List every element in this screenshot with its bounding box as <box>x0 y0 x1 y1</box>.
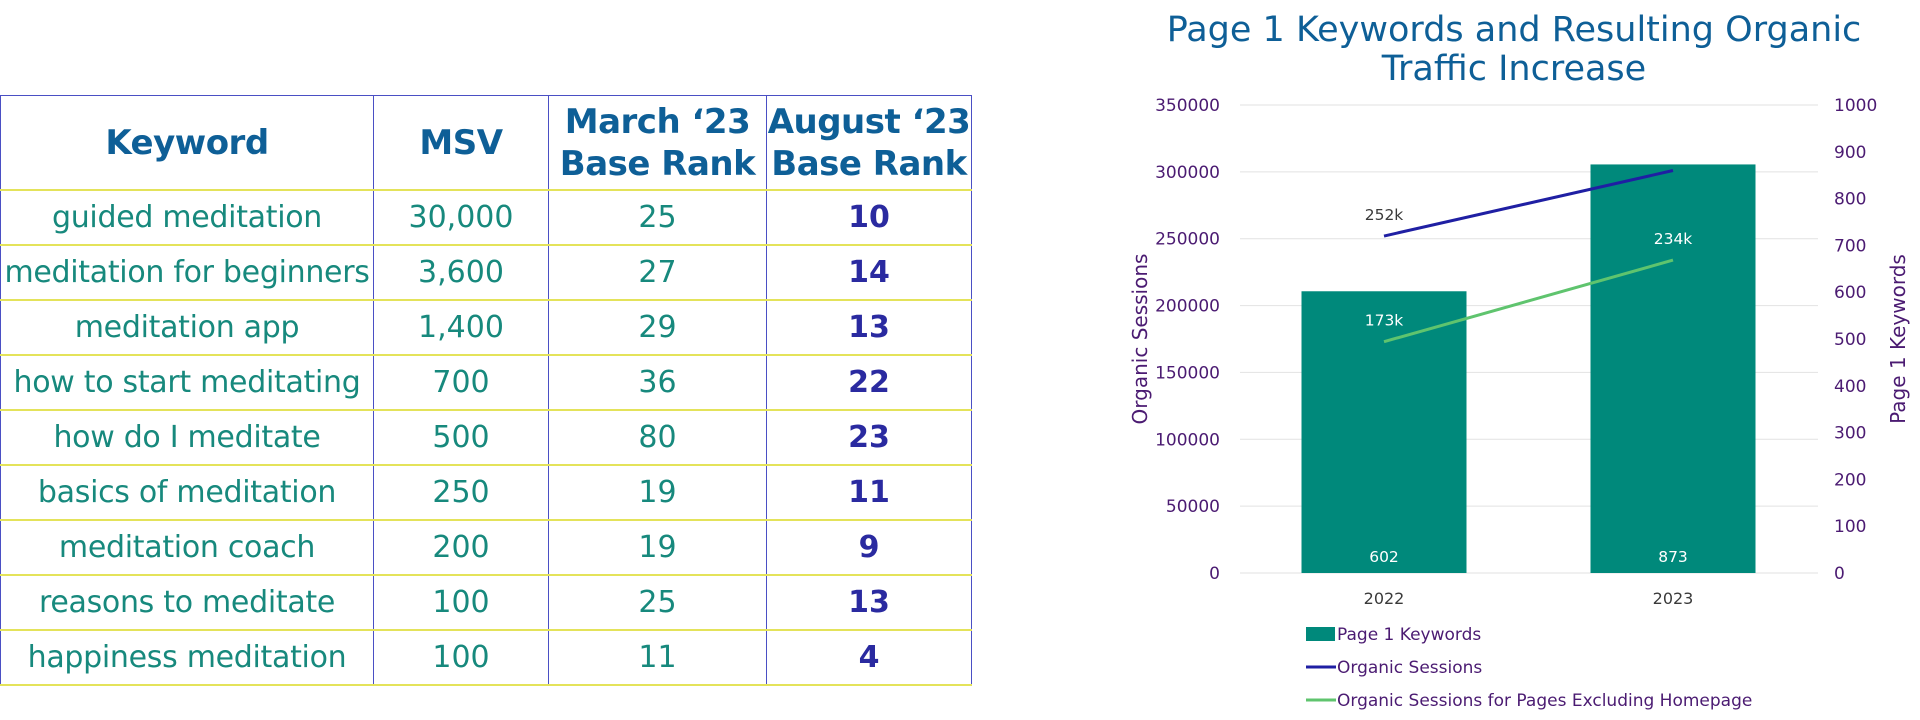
keyword-rank-table: Keyword MSV March ‘23 Base Rank August ‘2… <box>0 95 972 686</box>
right-axis-tick-label: 200 <box>1834 470 1866 490</box>
left-axis-tick-label: 100000 <box>1155 430 1220 450</box>
right-axis-title: Page 1 Keywords <box>1886 254 1910 424</box>
header-august-line2: Base Rank <box>771 143 967 184</box>
bar-page1-keywords <box>1590 164 1756 573</box>
x-axis-category-label: 2022 <box>1364 589 1405 608</box>
left-axis-tick-label: 50000 <box>1166 497 1220 517</box>
right-axis-tick-label: 600 <box>1834 283 1866 303</box>
march-rank-cell: 25 <box>548 190 767 246</box>
legend-swatch-bar <box>1306 627 1335 641</box>
right-axis-tick-label: 100 <box>1834 517 1866 537</box>
header-msv: MSV <box>373 95 549 191</box>
left-axis-tick-label: 300000 <box>1155 163 1220 183</box>
right-axis-tick-label: 300 <box>1834 424 1866 444</box>
msv-cell: 3,600 <box>373 245 549 301</box>
bar-data-label: 873 <box>1658 548 1688 566</box>
header-march-line1: March ‘23 <box>564 101 751 142</box>
keyword-cell: meditation for beginners <box>0 245 374 301</box>
keyword-cell: happiness meditation <box>0 630 374 686</box>
table-row: happiness meditation 100 11 4 <box>0 630 972 686</box>
march-rank-cell: 27 <box>548 245 767 301</box>
table-row: meditation coach 200 19 9 <box>0 520 972 576</box>
august-rank-cell: 14 <box>766 245 972 301</box>
keyword-cell: meditation coach <box>0 520 374 576</box>
august-rank-cell: 23 <box>766 410 972 466</box>
august-rank-cell: 9 <box>766 520 972 576</box>
keyword-cell: meditation app <box>0 300 374 356</box>
line-data-label: 252k <box>1365 206 1404 224</box>
march-rank-cell: 11 <box>548 630 767 686</box>
left-axis-tick-label: 200000 <box>1155 297 1220 317</box>
right-axis-tick-label: 700 <box>1834 236 1866 256</box>
header-august-rank: August ‘23 Base Rank <box>766 95 972 191</box>
legend-label: Page 1 Keywords <box>1337 625 1481 645</box>
bar-page1-keywords <box>1301 291 1467 573</box>
legend-label: Organic Sessions <box>1337 658 1482 678</box>
august-rank-cell: 11 <box>766 465 972 521</box>
right-axis-tick-label: 400 <box>1834 377 1866 397</box>
x-axis-category-label: 2023 <box>1653 589 1694 608</box>
august-rank-cell: 13 <box>766 575 972 631</box>
march-rank-cell: 36 <box>548 355 767 411</box>
msv-cell: 700 <box>373 355 549 411</box>
header-august-line1: August ‘23 <box>767 101 971 142</box>
left-axis-tick-label: 150000 <box>1155 363 1220 383</box>
line-organic-sessions <box>1383 169 1674 238</box>
left-axis-tick-label: 250000 <box>1155 230 1220 250</box>
header-march-line2: Base Rank <box>559 143 756 184</box>
right-axis-tick-label: 900 <box>1834 143 1866 163</box>
august-rank-cell: 10 <box>766 190 972 246</box>
header-keyword: Keyword <box>0 95 374 191</box>
august-rank-cell: 13 <box>766 300 972 356</box>
right-axis-tick-label: 800 <box>1834 190 1866 210</box>
msv-cell: 500 <box>373 410 549 466</box>
august-rank-cell: 4 <box>766 630 972 686</box>
march-rank-cell: 25 <box>548 575 767 631</box>
msv-cell: 250 <box>373 465 549 521</box>
august-rank-cell: 22 <box>766 355 972 411</box>
left-axis-tick-label: 350000 <box>1155 96 1220 116</box>
header-march-rank: March ‘23 Base Rank <box>548 95 767 191</box>
table-row: basics of meditation 250 19 11 <box>0 465 972 521</box>
chart-title-line2: Traffic Increase <box>1381 49 1646 89</box>
march-rank-cell: 29 <box>548 300 767 356</box>
march-rank-cell: 19 <box>548 520 767 576</box>
line-data-label: 234k <box>1654 230 1693 248</box>
line-data-label: 173k <box>1365 312 1404 330</box>
left-axis-title: Organic Sessions <box>1128 254 1152 425</box>
msv-cell: 100 <box>373 630 549 686</box>
left-axis-tick-label: 0 <box>1209 564 1220 584</box>
right-axis-tick-label: 0 <box>1834 564 1845 584</box>
table-row: reasons to meditate 100 25 13 <box>0 575 972 631</box>
keyword-cell: guided meditation <box>0 190 374 246</box>
table-header-row: Keyword MSV March ‘23 Base Rank August ‘2… <box>0 95 972 191</box>
msv-cell: 100 <box>373 575 549 631</box>
msv-cell: 200 <box>373 520 549 576</box>
chart-title-line1: Page 1 Keywords and Resulting Organic <box>1167 10 1862 50</box>
table-row: how to start meditating 700 36 22 <box>0 355 972 411</box>
march-rank-cell: 19 <box>548 465 767 521</box>
table-row: meditation for beginners 3,600 27 14 <box>0 245 972 301</box>
table-row: how do I meditate 500 80 23 <box>0 410 972 466</box>
right-axis-tick-label: 1000 <box>1834 96 1877 116</box>
right-axis-tick-label: 500 <box>1834 330 1866 350</box>
msv-cell: 30,000 <box>373 190 549 246</box>
legend-label: Organic Sessions for Pages Excluding Hom… <box>1337 691 1752 711</box>
line-data-label: 301k <box>1654 141 1693 159</box>
keyword-cell: basics of meditation <box>0 465 374 521</box>
bar-data-label: 602 <box>1369 548 1399 566</box>
table-row: guided meditation 30,000 25 10 <box>0 190 972 246</box>
keyword-cell: how do I meditate <box>0 410 374 466</box>
msv-cell: 1,400 <box>373 300 549 356</box>
keyword-cell: reasons to meditate <box>0 575 374 631</box>
table-row: meditation app 1,400 29 13 <box>0 300 972 356</box>
line-organic-sessions-excl-homepage <box>1383 258 1674 344</box>
